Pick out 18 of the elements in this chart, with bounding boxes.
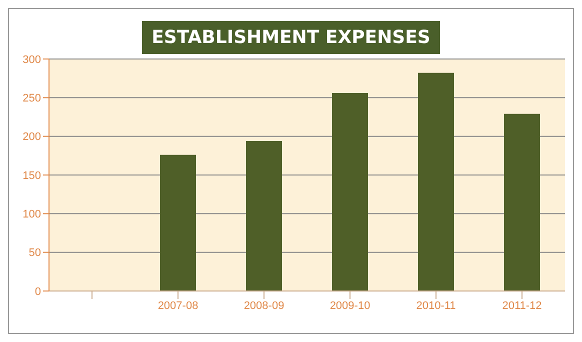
bar <box>418 72 454 291</box>
y-tick-label: 100 <box>22 208 41 221</box>
y-tick-label: 300 <box>22 54 41 66</box>
x-tick-label: 2011-12 <box>502 300 542 312</box>
y-tick-label: 250 <box>22 92 41 105</box>
x-tick-label: 2008-09 <box>244 300 284 312</box>
y-tick-label: 50 <box>28 247 41 260</box>
y-tick-label: 200 <box>22 131 41 144</box>
bar <box>332 93 368 291</box>
bar <box>160 154 196 291</box>
y-tick-label: 150 <box>22 170 41 182</box>
bar <box>504 114 540 291</box>
x-tick-label: 2009-10 <box>330 300 370 312</box>
x-tick-label: 2010-11 <box>416 300 456 312</box>
chart-title: ESTABLISHMENT EXPENSES <box>142 21 440 54</box>
y-tick-label: 0 <box>34 286 41 298</box>
x-tick-label: 2007-08 <box>158 300 198 312</box>
bar <box>246 140 282 291</box>
